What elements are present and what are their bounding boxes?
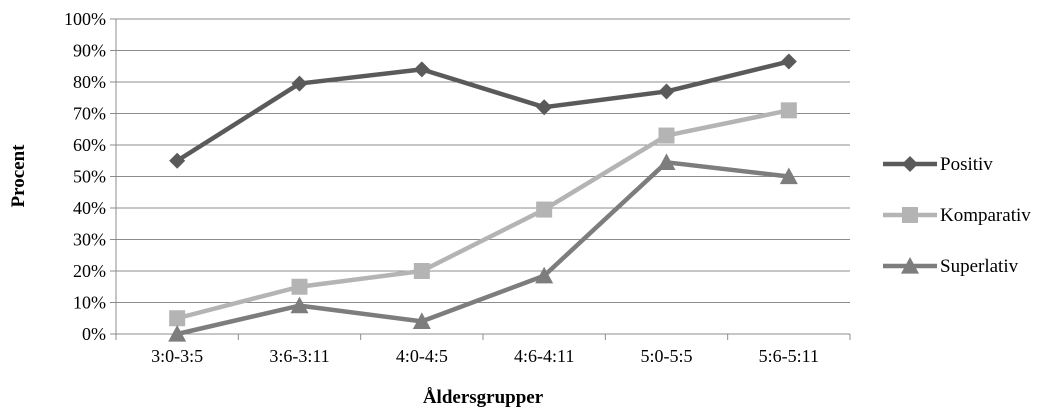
data-point [291, 75, 308, 92]
data-point [780, 102, 797, 119]
axis-layer: 0% 10% 20% 30% 40% 50% 60% 70% 80% 90% 100% 3:0-3:5… [64, 9, 851, 366]
y-tick-label: 60% [73, 135, 106, 155]
y-tick-label: 0% [82, 324, 106, 344]
y-axis-title: Procent [8, 144, 29, 208]
x-axis-title: Åldersgrupper [423, 387, 544, 408]
legend-marker [901, 257, 919, 274]
series-line [176, 160, 790, 337]
x-tick-label: 3:0-3:5 [151, 346, 203, 366]
legend: Positiv Komparativ Superlativ [883, 154, 1031, 277]
legend-marker [902, 156, 918, 172]
y-tick-label: 40% [73, 198, 106, 218]
legend-label: Komparativ [940, 205, 1031, 226]
series-line [175, 59, 790, 163]
y-tick-label: 50% [73, 167, 106, 187]
y-tick-label: 100% [64, 9, 106, 29]
legend-label: Superlativ [940, 256, 1019, 277]
data-point [657, 153, 676, 170]
data-point [169, 152, 186, 169]
y-tick-label: 10% [73, 293, 106, 313]
y-tick-label: 90% [73, 41, 106, 61]
grid-layer [116, 18, 850, 303]
data-point [780, 53, 797, 70]
data-point [779, 167, 798, 185]
y-tick-label: 70% [73, 104, 106, 124]
x-tick-label: 3:6-3:11 [269, 346, 329, 366]
legend-item: Positiv [883, 154, 993, 175]
data-point [413, 61, 430, 78]
x-tick-label: 5:6-5:11 [759, 346, 819, 366]
y-tick-label: 20% [73, 261, 106, 281]
data-point [536, 201, 553, 218]
data-point [535, 266, 554, 284]
data-point [168, 325, 187, 342]
legend-item: Komparativ [883, 205, 1031, 226]
series-layer [168, 53, 798, 342]
series-line [176, 108, 790, 321]
x-tick-label: 4:6-4:11 [514, 346, 574, 366]
data-point [169, 310, 186, 327]
data-point [536, 99, 553, 116]
x-tick-label: 4:0-4:5 [396, 346, 448, 366]
data-point [413, 263, 430, 279]
data-point [291, 278, 308, 295]
data-point [658, 83, 675, 100]
data-point [412, 312, 431, 330]
series-komparativ [169, 102, 797, 327]
data-point [290, 296, 309, 314]
x-tick-label: 5:0-5:5 [641, 346, 693, 366]
legend-marker [902, 207, 918, 223]
legend-item: Superlativ [883, 256, 1019, 277]
legend-label: Positiv [940, 154, 993, 175]
series-superlativ [168, 153, 798, 342]
data-point [658, 127, 675, 144]
series-positiv [169, 53, 797, 169]
y-tick-label: 80% [73, 72, 106, 92]
y-tick-label: 30% [73, 230, 106, 250]
